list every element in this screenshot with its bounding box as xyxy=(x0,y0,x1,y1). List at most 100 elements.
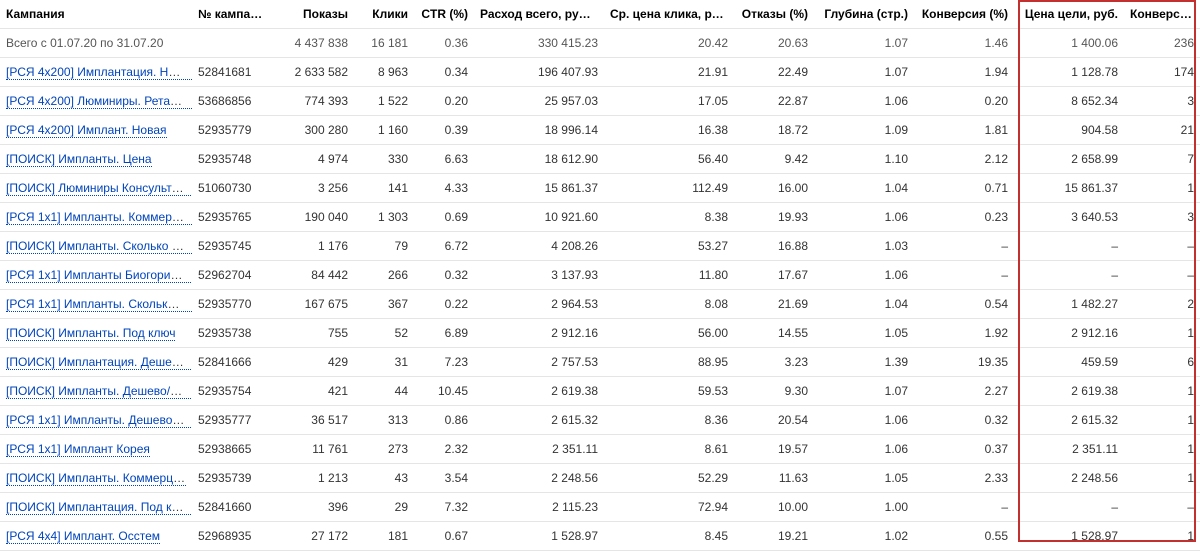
cell-campaign: [ПОИСК] Импланты. Под ключ xyxy=(0,319,192,348)
cell-cpc: 8.61 xyxy=(604,435,734,464)
campaign-link[interactable]: [ПОИСК] Импланты. Сколько стоит xyxy=(6,239,192,254)
cell-goal-cost: 2 615.32 xyxy=(1014,406,1124,435)
cell-cost: 2 248.56 xyxy=(474,464,604,493)
cell-clicks: 43 xyxy=(354,464,414,493)
cell-clicks: 29 xyxy=(354,493,414,522)
totals-ctr: 0.36 xyxy=(414,29,474,58)
cell-conversions: 1 xyxy=(1124,174,1200,203)
table-body: [РСЯ 4х200] Имплантация. Новая528416812 … xyxy=(0,58,1200,551)
cell-number: 52935738 xyxy=(192,319,274,348)
cell-conversions: 1 xyxy=(1124,406,1200,435)
cell-campaign: [ПОИСК] Имплантация. Под ключ xyxy=(0,493,192,522)
campaign-link[interactable]: [РСЯ 1х1] Импланты. Дешево/Акция xyxy=(6,413,192,428)
cell-impressions: 1 213 xyxy=(274,464,354,493)
cell-clicks: 1 522 xyxy=(354,87,414,116)
cell-impressions: 1 176 xyxy=(274,232,354,261)
cell-clicks: 8 963 xyxy=(354,58,414,87)
cell-conv-rate: 0.37 xyxy=(914,435,1014,464)
header-clicks[interactable]: Клики xyxy=(354,0,414,29)
campaign-link[interactable]: [РСЯ 4х200] Имплант. Новая xyxy=(6,123,167,138)
cell-bounce: 16.00 xyxy=(734,174,814,203)
cell-clicks: 1 303 xyxy=(354,203,414,232)
campaign-link[interactable]: [РСЯ 4х200] Люминиры. Ретаргет+таргет xyxy=(6,94,192,109)
cell-depth: 1.05 xyxy=(814,319,914,348)
campaign-link[interactable]: [РСЯ 4х4] Имплант. Осстем xyxy=(6,529,160,544)
campaign-link[interactable]: [ПОИСК] Люминиры Консультация Москва xyxy=(6,181,192,196)
cell-impressions: 84 442 xyxy=(274,261,354,290)
cell-bounce: 19.57 xyxy=(734,435,814,464)
header-ctr[interactable]: CTR (%) xyxy=(414,0,474,29)
cell-conversions: – xyxy=(1124,232,1200,261)
totals-cpc: 20.42 xyxy=(604,29,734,58)
campaign-link[interactable]: [ПОИСК] Имплантация. Под ключ xyxy=(6,500,192,515)
campaign-link[interactable]: [РСЯ 1х1] Импланты. Коммерция xyxy=(6,210,192,225)
header-number[interactable]: № кампании xyxy=(192,0,274,29)
cell-clicks: 31 xyxy=(354,348,414,377)
cell-campaign: [РСЯ 1х1] Импланты. Коммерция xyxy=(0,203,192,232)
cell-cpc: 21.91 xyxy=(604,58,734,87)
cell-impressions: 429 xyxy=(274,348,354,377)
campaign-link[interactable]: [ПОИСК] Импланты. Под ключ xyxy=(6,326,175,341)
cell-ctr: 0.34 xyxy=(414,58,474,87)
table-row: [ПОИСК] Имплантация. Дешево/Акция5284166… xyxy=(0,348,1200,377)
header-campaign[interactable]: Кампания xyxy=(0,0,192,29)
cell-cpc: 53.27 xyxy=(604,232,734,261)
cell-bounce: 9.42 xyxy=(734,145,814,174)
cell-campaign: [РСЯ 1х1] Импланты. Сколько стоит xyxy=(0,290,192,319)
campaign-link[interactable]: [ПОИСК] Импланты. Коммерция xyxy=(6,471,186,486)
header-impressions[interactable]: Показы xyxy=(274,0,354,29)
cell-cpc: 52.29 xyxy=(604,464,734,493)
cell-cost: 2 615.32 xyxy=(474,406,604,435)
cell-goal-cost: 15 861.37 xyxy=(1014,174,1124,203)
cell-bounce: 9.30 xyxy=(734,377,814,406)
header-goal-cost[interactable]: Цена цели, руб. xyxy=(1014,0,1124,29)
cell-ctr: 3.54 xyxy=(414,464,474,493)
campaign-link[interactable]: [ПОИСК] Имплантация. Дешево/Акция xyxy=(6,355,192,370)
cell-conversions: 1 xyxy=(1124,319,1200,348)
header-bounce[interactable]: Отказы (%) xyxy=(734,0,814,29)
cell-conversions: 3 xyxy=(1124,203,1200,232)
sort-desc-icon: ▼ xyxy=(591,10,600,20)
cell-cost: 2 351.11 xyxy=(474,435,604,464)
cell-conversions: 21 xyxy=(1124,116,1200,145)
cell-impressions: 27 172 xyxy=(274,522,354,551)
campaign-link[interactable]: [РСЯ 4х200] Имплантация. Новая xyxy=(6,65,192,80)
campaign-link[interactable]: [РСЯ 1х1] Импланты Биогоризонт xyxy=(6,268,192,283)
cell-conversions: – xyxy=(1124,493,1200,522)
cell-ctr: 0.67 xyxy=(414,522,474,551)
totals-bounce: 20.63 xyxy=(734,29,814,58)
cell-depth: 1.39 xyxy=(814,348,914,377)
totals-impressions: 4 437 838 xyxy=(274,29,354,58)
cell-clicks: 79 xyxy=(354,232,414,261)
cell-campaign: [ПОИСК] Люминиры Консультация Москва xyxy=(0,174,192,203)
header-depth[interactable]: Глубина (стр.) xyxy=(814,0,914,29)
cell-number: 52935779 xyxy=(192,116,274,145)
cell-clicks: 330 xyxy=(354,145,414,174)
cell-cost: 15 861.37 xyxy=(474,174,604,203)
cell-goal-cost: 2 912.16 xyxy=(1014,319,1124,348)
campaign-link[interactable]: [РСЯ 1х1] Импланты. Сколько стоит xyxy=(6,297,192,312)
cell-campaign: [ПОИСК] Импланты. Цена xyxy=(0,145,192,174)
header-conv-rate[interactable]: Конверсия (%) xyxy=(914,0,1014,29)
table-header: Кампания № кампании Показы Клики CTR (%)… xyxy=(0,0,1200,29)
header-conversions[interactable]: Конверсии xyxy=(1124,0,1200,29)
cell-conv-rate: 2.12 xyxy=(914,145,1014,174)
cell-cost: 4 208.26 xyxy=(474,232,604,261)
campaign-link[interactable]: [ПОИСК] Импланты. Цена xyxy=(6,152,152,167)
cell-depth: 1.06 xyxy=(814,203,914,232)
cell-depth: 1.03 xyxy=(814,232,914,261)
cell-impressions: 755 xyxy=(274,319,354,348)
cell-clicks: 44 xyxy=(354,377,414,406)
cell-cost: 18 996.14 xyxy=(474,116,604,145)
totals-conv-rate: 1.46 xyxy=(914,29,1014,58)
cell-ctr: 0.20 xyxy=(414,87,474,116)
table-row: [РСЯ 4х4] Имплант. Осстем5296893527 1721… xyxy=(0,522,1200,551)
cell-depth: 1.10 xyxy=(814,145,914,174)
campaign-link[interactable]: [ПОИСК] Импланты. Дешево/Акция xyxy=(6,384,192,399)
cell-number: 52935754 xyxy=(192,377,274,406)
cell-bounce: 10.00 xyxy=(734,493,814,522)
campaign-link[interactable]: [РСЯ 1х1] Имплант Корея xyxy=(6,442,150,457)
header-cpc[interactable]: Ср. цена клика, руб. xyxy=(604,0,734,29)
cell-ctr: 0.22 xyxy=(414,290,474,319)
header-cost[interactable]: Расход всего, руб.▼ xyxy=(474,0,604,29)
